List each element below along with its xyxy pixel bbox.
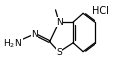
Text: N: N bbox=[56, 18, 62, 27]
Text: S: S bbox=[56, 48, 62, 57]
Text: HCl: HCl bbox=[92, 6, 109, 16]
Text: H$_2$N: H$_2$N bbox=[3, 37, 22, 50]
Text: N: N bbox=[31, 29, 38, 39]
